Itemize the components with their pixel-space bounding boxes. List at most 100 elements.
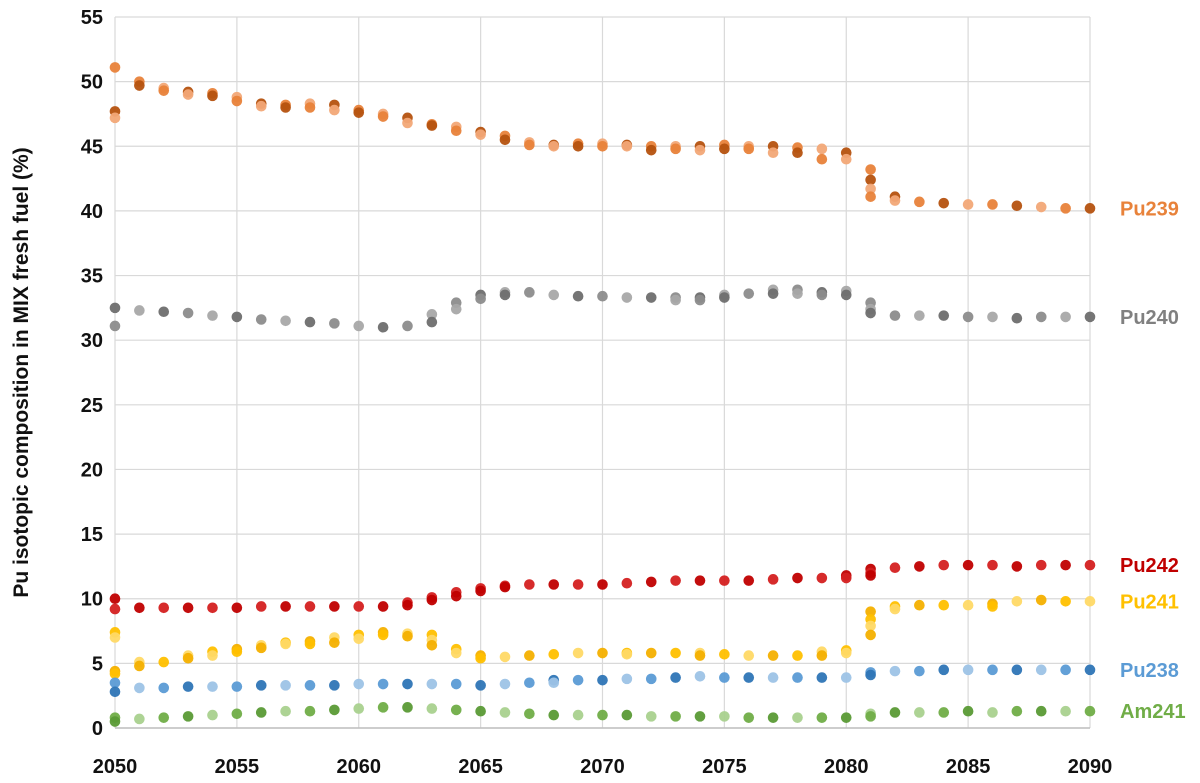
x-tick-label: 2080 — [824, 756, 869, 778]
data-point — [645, 576, 657, 588]
data-point — [182, 711, 194, 722]
data-point — [109, 62, 121, 73]
data-point — [792, 572, 803, 584]
data-point — [353, 703, 365, 714]
data-point — [402, 678, 413, 690]
data-point — [426, 703, 438, 714]
data-point — [499, 651, 511, 663]
data-point — [182, 89, 194, 100]
y-tick-label: 30 — [81, 330, 103, 352]
data-point — [353, 320, 365, 332]
data-point — [450, 590, 462, 602]
data-point — [475, 652, 486, 664]
y-tick-label: 25 — [81, 395, 103, 417]
data-point — [621, 709, 633, 721]
data-point — [914, 561, 925, 572]
data-point — [1084, 311, 1096, 323]
series-pu242 — [109, 559, 1096, 615]
series-pu240 — [109, 284, 1096, 333]
data-point — [499, 289, 511, 301]
data-point — [426, 316, 438, 328]
data-point — [889, 665, 901, 677]
data-point — [572, 140, 584, 152]
x-tick-label: 2065 — [458, 756, 503, 778]
data-point — [767, 712, 779, 723]
data-point — [450, 647, 462, 659]
data-point — [719, 711, 730, 722]
data-point — [792, 147, 803, 159]
series-label-pu240: Pu240 — [1120, 307, 1179, 329]
y-tick-label: 40 — [81, 201, 103, 223]
data-point — [353, 633, 365, 645]
data-point — [231, 602, 243, 614]
data-point — [548, 140, 560, 152]
data-point — [670, 711, 681, 722]
data-point — [207, 650, 218, 661]
data-point — [158, 656, 170, 668]
data-point — [1084, 596, 1096, 607]
data-point — [914, 707, 925, 718]
data-point — [255, 100, 267, 112]
data-point — [377, 111, 389, 122]
data-point — [889, 707, 901, 718]
data-point — [938, 559, 950, 571]
data-point — [767, 288, 779, 299]
data-point — [548, 289, 560, 301]
data-point — [329, 104, 340, 116]
data-point — [914, 665, 925, 677]
data-point — [1060, 559, 1071, 571]
data-point — [816, 672, 828, 683]
data-point — [475, 293, 486, 305]
series-labels: Pu239 Pu240 Pu242 Pu241 Pu238 Am241 — [1120, 198, 1186, 723]
data-point — [450, 125, 462, 137]
data-point — [572, 674, 584, 686]
series-label-pu242: Pu242 — [1120, 555, 1179, 577]
data-point — [1060, 311, 1071, 323]
data-point — [1011, 561, 1023, 572]
data-point — [134, 713, 145, 725]
data-point — [865, 620, 876, 632]
data-point — [621, 140, 633, 152]
data-point — [207, 90, 218, 102]
data-point — [182, 652, 194, 664]
data-point — [524, 287, 535, 298]
data-point — [987, 311, 998, 323]
data-point — [1084, 203, 1096, 214]
data-point — [280, 601, 291, 612]
data-point — [548, 649, 560, 660]
data-point — [816, 153, 828, 165]
data-point — [329, 704, 340, 716]
data-point — [109, 603, 121, 615]
data-point — [1011, 596, 1023, 607]
data-point — [865, 183, 876, 195]
data-point — [353, 601, 365, 612]
data-point — [109, 112, 121, 124]
data-point — [962, 559, 974, 571]
data-point — [1060, 203, 1071, 214]
data-point — [475, 585, 486, 597]
data-point — [719, 649, 730, 660]
series-pu239 — [109, 62, 1096, 214]
data-point — [938, 599, 950, 611]
data-point — [743, 288, 755, 299]
data-point — [962, 705, 974, 717]
data-point — [280, 638, 291, 650]
data-point — [280, 315, 291, 327]
y-tick-label: 0 — [92, 718, 103, 740]
y-tick-label: 10 — [81, 589, 103, 611]
data-point — [231, 95, 243, 107]
data-point — [231, 708, 243, 720]
data-point — [767, 147, 779, 159]
data-point — [816, 712, 828, 723]
data-point — [329, 601, 340, 612]
data-point — [109, 668, 121, 680]
data-point — [1035, 201, 1047, 213]
data-point — [304, 601, 316, 612]
data-point — [914, 196, 925, 208]
data-point — [597, 290, 608, 302]
data-point — [377, 702, 389, 713]
data-point — [938, 664, 950, 676]
data-point — [792, 672, 803, 683]
data-point — [840, 672, 852, 683]
data-point — [255, 707, 267, 718]
